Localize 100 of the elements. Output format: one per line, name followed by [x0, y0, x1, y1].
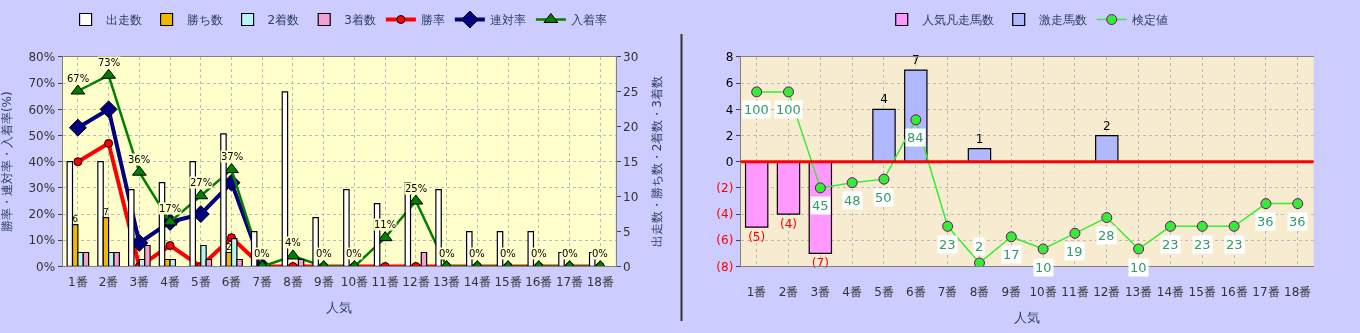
point [104, 138, 114, 148]
x-tick-label: 15番 [494, 274, 522, 289]
data-label: 100 [744, 102, 769, 117]
data-label: 36 [1257, 214, 1274, 229]
bar [776, 161, 801, 215]
x-tick-label: 18番 [586, 274, 614, 289]
y-tick-label: 10% [28, 233, 56, 248]
data-label: 48 [844, 193, 861, 208]
y-tick-label: (4) [716, 207, 734, 222]
data-label: 73% [98, 57, 121, 68]
point [68, 118, 87, 137]
bar [744, 161, 769, 228]
y2-tick-label: 20 [623, 120, 639, 134]
data-label: 0% [346, 248, 362, 259]
data-label: 11% [374, 219, 397, 230]
x-tick-label: 2番 [778, 284, 799, 299]
x-tick-label: 5番 [874, 284, 894, 299]
data-label: 6 [72, 214, 78, 225]
x-tick-label: 10番 [1029, 284, 1057, 299]
legend-label: 入着率 [570, 13, 607, 28]
y-tick-label: 30% [28, 181, 56, 196]
x-tick-label: 8番 [969, 284, 990, 299]
y-tick-label: (6) [716, 233, 734, 248]
x-tick-label: 17番 [1252, 284, 1280, 299]
x-tick-label: 15番 [1188, 284, 1216, 299]
y-tick-label: 6 [725, 76, 734, 91]
data-label: (4) [780, 217, 798, 232]
x-tick-label: 12番 [402, 274, 430, 289]
point [1069, 227, 1081, 239]
data-label: 19 [1066, 244, 1083, 259]
x-tick-label: 4番 [160, 274, 180, 289]
data-label: 0% [592, 248, 608, 259]
point [1228, 220, 1240, 232]
point [1133, 243, 1145, 255]
data-label: 84 [907, 130, 924, 145]
y-tick-label: 2 [725, 128, 734, 143]
x-tick-label: 9番 [1001, 284, 1022, 299]
data-label: (5) [748, 230, 766, 245]
y-tick-label: 80% [28, 50, 56, 65]
y2-tick-label: 30 [623, 50, 639, 65]
point [1164, 220, 1176, 232]
data-label: 50 [875, 190, 892, 205]
legend-label: 人気凡走馬数 [921, 13, 994, 28]
bar [1095, 134, 1119, 163]
data-label: 45 [812, 198, 829, 213]
data-label: 28 [1098, 228, 1115, 243]
data-label: 23 [1194, 237, 1211, 252]
y-tick-label: (8) [716, 259, 734, 274]
point [73, 157, 83, 167]
point [1292, 198, 1304, 210]
point [814, 182, 826, 194]
y-tick-label: 60% [28, 102, 56, 117]
data-label: 2 [226, 242, 232, 253]
x-tick-label: 8番 [283, 274, 303, 289]
data-label: 1 [975, 131, 984, 146]
point [973, 257, 985, 267]
y2-tick-label: 5 [623, 224, 631, 239]
y-tick-label: 0% [36, 259, 56, 274]
data-label: 10 [1035, 260, 1052, 275]
x-tick-label: 16番 [1220, 284, 1248, 299]
legend-label: 勝率 [420, 13, 445, 28]
x-tick-label: 6番 [221, 274, 242, 289]
x-tick-label: 2番 [98, 274, 119, 289]
x-tick-label: 14番 [463, 274, 492, 289]
data-label: 36 [1289, 214, 1306, 229]
y2-tick-label: 25 [623, 85, 639, 100]
legend-label: 検定値 [1131, 13, 1168, 28]
point [224, 163, 239, 174]
point [942, 220, 954, 232]
x-tick-label: 6番 [905, 284, 926, 299]
x-tick-label: 11番 [371, 274, 399, 289]
y-tick-label: 8 [725, 50, 734, 65]
y2-tick-label: 15 [623, 154, 639, 169]
data-label: 2 [1102, 118, 1111, 133]
x-tick-label: 10番 [340, 274, 369, 289]
x-tick-label: 11番 [1061, 284, 1089, 299]
data-label: 23 [1162, 237, 1179, 252]
y-tick-label: 4 [725, 102, 734, 117]
y-tick-label: 70% [28, 76, 56, 91]
y-tick-label: (2) [716, 181, 734, 196]
x-tick-label: 16番 [525, 274, 553, 289]
legend-label: 2着数 [267, 13, 300, 28]
data-label: 37% [221, 151, 244, 162]
data-label: 27% [190, 177, 213, 188]
data-label: 0% [469, 248, 485, 259]
data-label: 0% [500, 248, 516, 259]
x-axis-title: 人気 [1014, 310, 1041, 326]
data-label: 4 [880, 92, 888, 107]
data-label: 0% [439, 248, 455, 259]
x-tick-label: 1番 [68, 274, 88, 289]
x-tick-label: 18番 [1284, 284, 1312, 299]
data-label: 0% [316, 248, 332, 259]
y-tick-label: 20% [28, 207, 56, 222]
point [751, 86, 763, 98]
legend-label: 激走馬数 [1038, 13, 1087, 28]
y-tick-label: 0 [725, 154, 734, 169]
y2-tick-label: 0 [623, 259, 631, 274]
data-label: 23 [1226, 237, 1243, 252]
data-label: 0% [254, 248, 270, 259]
x-tick-label: 17番 [555, 274, 584, 289]
